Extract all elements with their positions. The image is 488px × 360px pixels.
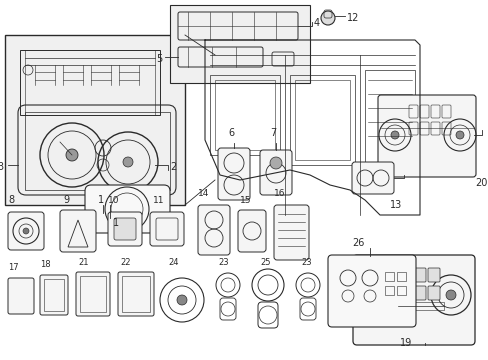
Text: 2: 2 (170, 162, 176, 172)
Text: 13: 13 (389, 200, 402, 210)
Circle shape (371, 290, 381, 300)
Bar (122, 276, 150, 312)
FancyBboxPatch shape (273, 205, 308, 260)
FancyBboxPatch shape (108, 212, 142, 246)
FancyBboxPatch shape (399, 268, 411, 282)
Text: 8: 8 (8, 195, 14, 205)
FancyBboxPatch shape (377, 95, 475, 177)
Bar (294, 80, 349, 160)
FancyBboxPatch shape (260, 150, 291, 195)
Text: 19: 19 (399, 338, 411, 348)
Bar (397, 302, 443, 310)
Circle shape (66, 149, 78, 161)
FancyBboxPatch shape (238, 210, 265, 252)
Text: 21: 21 (78, 258, 88, 267)
FancyBboxPatch shape (114, 218, 136, 240)
Text: 10: 10 (108, 196, 119, 205)
Bar (289, 75, 354, 165)
Bar (364, 70, 414, 170)
Bar (80, 276, 106, 312)
Bar (384, 286, 393, 295)
Bar (25, 112, 170, 190)
FancyBboxPatch shape (8, 212, 44, 250)
Text: 26: 26 (351, 238, 364, 248)
FancyBboxPatch shape (218, 148, 249, 200)
Bar (384, 272, 393, 281)
Circle shape (123, 157, 133, 167)
FancyBboxPatch shape (427, 268, 439, 282)
Bar (396, 272, 405, 281)
Bar (209, 75, 280, 155)
Text: 9: 9 (63, 195, 69, 205)
Bar (215, 80, 274, 150)
Text: 14: 14 (198, 189, 209, 198)
Text: 24: 24 (168, 258, 178, 267)
Text: 20: 20 (474, 178, 487, 188)
Bar (20, 50, 160, 115)
FancyBboxPatch shape (150, 212, 183, 246)
FancyBboxPatch shape (76, 272, 110, 316)
Circle shape (445, 290, 455, 300)
FancyBboxPatch shape (118, 272, 154, 316)
FancyBboxPatch shape (60, 210, 96, 252)
Text: 15: 15 (240, 196, 251, 205)
FancyBboxPatch shape (352, 255, 474, 345)
Text: 5: 5 (156, 54, 162, 64)
FancyBboxPatch shape (351, 162, 393, 194)
Text: 23: 23 (218, 258, 228, 267)
Bar (44, 279, 64, 311)
Circle shape (320, 11, 334, 25)
Text: 22: 22 (120, 258, 130, 267)
Bar (396, 286, 405, 295)
Circle shape (390, 131, 398, 139)
FancyBboxPatch shape (85, 185, 170, 233)
Text: 1: 1 (98, 195, 104, 205)
FancyBboxPatch shape (198, 205, 229, 255)
Text: 16: 16 (273, 189, 285, 198)
Text: 25: 25 (260, 258, 270, 267)
FancyBboxPatch shape (399, 286, 411, 300)
Bar (170, 5, 309, 83)
Text: 3: 3 (0, 162, 3, 172)
Text: 7: 7 (269, 128, 276, 138)
Text: 18: 18 (40, 260, 51, 269)
Circle shape (269, 157, 282, 169)
FancyBboxPatch shape (413, 268, 425, 282)
FancyBboxPatch shape (427, 286, 439, 300)
FancyBboxPatch shape (413, 286, 425, 300)
FancyBboxPatch shape (8, 278, 34, 314)
Bar (5, 35, 184, 205)
FancyBboxPatch shape (327, 255, 415, 327)
Circle shape (177, 295, 186, 305)
Text: 6: 6 (227, 128, 234, 138)
Text: 4: 4 (313, 18, 320, 28)
Circle shape (23, 228, 29, 234)
Circle shape (455, 131, 463, 139)
Text: 23: 23 (301, 258, 311, 267)
FancyBboxPatch shape (40, 275, 68, 315)
Text: 11: 11 (153, 196, 164, 205)
Text: 17: 17 (8, 263, 19, 272)
Text: 12: 12 (346, 13, 359, 23)
Text: 1: 1 (113, 218, 119, 228)
